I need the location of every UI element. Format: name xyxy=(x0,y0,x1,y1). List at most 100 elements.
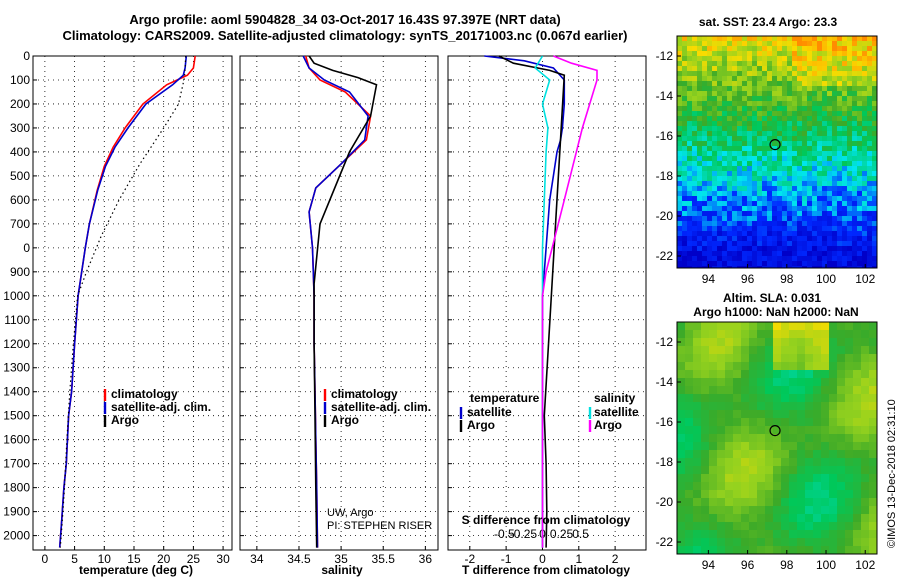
map-cell xyxy=(807,146,813,152)
map-cell xyxy=(747,166,753,172)
map-cell xyxy=(707,241,713,247)
map-cell xyxy=(812,121,818,127)
map-cell xyxy=(752,121,758,127)
map-cell xyxy=(817,71,823,77)
map-cell xyxy=(869,498,877,507)
map-cell xyxy=(872,171,877,177)
map-cell xyxy=(805,466,814,475)
map-cell xyxy=(872,226,877,232)
map-cell xyxy=(701,434,710,443)
map-cell xyxy=(741,522,750,531)
map-cell xyxy=(732,151,738,157)
map-cell xyxy=(837,156,843,162)
map-cell xyxy=(707,136,713,142)
map-cell xyxy=(767,171,773,177)
map-cell xyxy=(732,111,738,117)
map-cell xyxy=(737,201,743,207)
map-cell xyxy=(812,91,818,97)
map-cell xyxy=(772,141,778,147)
map-cell xyxy=(813,322,822,331)
map-cell xyxy=(767,116,773,122)
map-cell xyxy=(812,171,818,177)
map-cell xyxy=(792,121,798,127)
map-cell xyxy=(777,251,783,257)
map-cell xyxy=(827,201,833,207)
map-cell xyxy=(842,226,848,232)
map-cell xyxy=(697,251,703,257)
map-cell xyxy=(709,338,718,347)
x-tick-label-top: -0.25 xyxy=(510,527,538,541)
map-cell xyxy=(787,216,793,222)
map-cell xyxy=(749,458,758,467)
map-cell xyxy=(717,434,726,443)
map-cell xyxy=(869,378,877,387)
map-cell xyxy=(747,266,753,268)
map-cell xyxy=(757,156,763,162)
map-cell xyxy=(817,106,823,112)
map-cell xyxy=(692,111,698,117)
map-cell xyxy=(853,442,862,451)
map-cell xyxy=(687,196,693,202)
map-cell xyxy=(747,126,753,132)
map-cell xyxy=(827,61,833,67)
map-cell xyxy=(687,86,693,92)
map-cell xyxy=(732,201,738,207)
map-cell xyxy=(812,136,818,142)
map-cell xyxy=(802,106,808,112)
map-cell xyxy=(782,96,788,102)
map-cell xyxy=(807,181,813,187)
map-cell xyxy=(857,81,863,87)
map-cell xyxy=(717,116,723,122)
map-cell xyxy=(727,96,733,102)
map-cell xyxy=(862,91,868,97)
map-cell xyxy=(822,236,828,242)
map-cell xyxy=(802,231,808,237)
map-cell xyxy=(709,346,718,355)
map-cell xyxy=(692,241,698,247)
map-cell xyxy=(837,146,843,152)
map-cell xyxy=(852,36,858,42)
map-cell xyxy=(827,86,833,92)
map-cell xyxy=(733,434,742,443)
map-cell xyxy=(677,86,683,92)
depth-tick-label: 100 xyxy=(10,73,30,87)
map-cell xyxy=(717,402,726,411)
map-cell xyxy=(867,201,873,207)
map-cell xyxy=(867,96,873,102)
map-lat-label: -18 xyxy=(656,169,674,183)
map-cell xyxy=(797,146,803,152)
map-cell xyxy=(869,530,877,539)
map-cell xyxy=(701,442,710,451)
map-cell xyxy=(682,206,688,212)
map-cell xyxy=(722,166,728,172)
map-cell xyxy=(733,426,742,435)
map-cell xyxy=(821,410,830,419)
map-cell xyxy=(677,458,686,467)
map-cell xyxy=(857,141,863,147)
map-cell xyxy=(813,482,822,491)
map-cell xyxy=(832,221,838,227)
map-cell xyxy=(789,394,798,403)
map-cell xyxy=(747,41,753,47)
map-cell xyxy=(842,196,848,202)
map-cell xyxy=(767,66,773,72)
map-cell xyxy=(792,181,798,187)
map-cell xyxy=(842,191,848,197)
map-cell xyxy=(773,514,782,523)
map-cell xyxy=(762,201,768,207)
map-cell xyxy=(797,141,803,147)
map-cell xyxy=(807,76,813,82)
map-cell xyxy=(832,96,838,102)
map-lat-label: -20 xyxy=(656,209,674,223)
map-cell xyxy=(692,36,698,42)
map-cell xyxy=(797,111,803,117)
map-cell xyxy=(829,378,838,387)
map-cell xyxy=(781,370,790,379)
salinity-annotation-1: UW, Argo xyxy=(327,507,373,519)
map-cell xyxy=(732,81,738,87)
map-cell xyxy=(685,426,694,435)
map-cell xyxy=(742,246,748,252)
map-cell xyxy=(682,216,688,222)
map-cell xyxy=(733,418,742,427)
map-cell xyxy=(817,231,823,237)
